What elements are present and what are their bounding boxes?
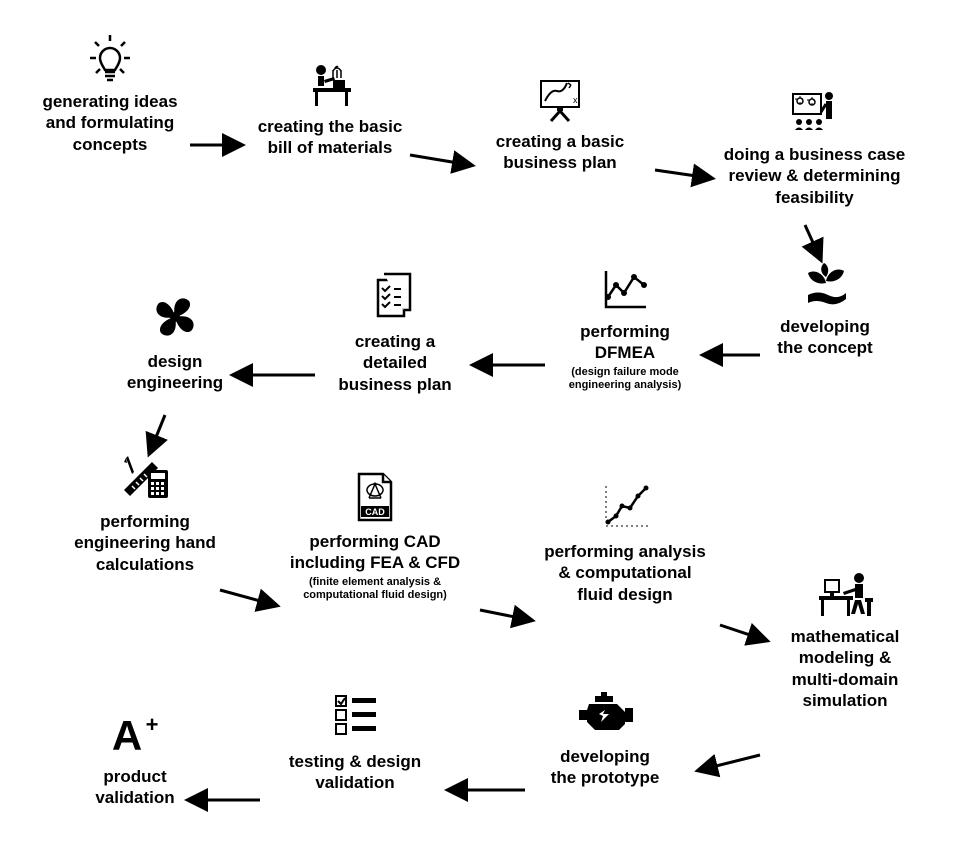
a-plus-icon: A +	[103, 710, 168, 760]
node-label: performing engineering hand calculations	[74, 511, 216, 575]
ruler-calc-icon	[118, 450, 173, 505]
engine-icon	[575, 690, 635, 740]
node-label: testing & design validation	[289, 751, 421, 794]
plant-hand-icon	[798, 255, 853, 310]
node-concept: developing the concept	[760, 255, 890, 359]
svg-text:CAD: CAD	[365, 507, 385, 517]
node-detailed-plan: creating a detailed business plan	[320, 270, 470, 395]
node-hand-calc: performing engineering hand calculations	[55, 450, 235, 575]
node-sublabel: (design failure mode engineering analysi…	[569, 366, 681, 392]
cad-file-icon: CAD	[353, 470, 398, 525]
trend-chart-icon	[598, 480, 653, 535]
checkbox-list-icon	[330, 690, 380, 745]
node-dfmea: performing DFMEA (design failure mode en…	[545, 265, 705, 392]
node-cad: CAD performing CAD including FEA & CFD (…	[270, 470, 480, 602]
node-prototype: developing the prototype	[525, 690, 685, 789]
node-validation: A + product validation	[65, 710, 205, 809]
node-label: performing CAD including FEA & CFD	[290, 531, 460, 574]
node-ideas: generating ideas and formulating concept…	[20, 30, 200, 155]
node-analysis: performing analysis & computational flui…	[530, 480, 720, 605]
lightbulb-icon	[85, 30, 135, 85]
node-label: design engineering	[127, 351, 223, 394]
node-label: product validation	[95, 766, 174, 809]
node-modeling: mathematical modeling & multi-domain sim…	[765, 570, 925, 711]
node-label: developing the concept	[777, 316, 872, 359]
checklist-doc-icon	[370, 270, 420, 325]
node-design-eng: design engineering	[110, 290, 240, 394]
node-label: generating ideas and formulating concept…	[42, 91, 177, 155]
svg-text:x: x	[573, 95, 578, 105]
desk-person-icon	[303, 60, 358, 110]
presentation-people-icon	[787, 88, 842, 138]
node-label: performing DFMEA	[580, 321, 670, 364]
node-label: mathematical modeling & multi-domain sim…	[791, 626, 900, 711]
node-sublabel: (finite element analysis & computational…	[303, 576, 447, 602]
person-desk-right-icon	[815, 570, 875, 620]
node-label: developing the prototype	[551, 746, 660, 789]
node-bizplan: x creating a basic business plan	[470, 75, 650, 174]
node-label: performing analysis & computational flui…	[544, 541, 706, 605]
node-label: creating a detailed business plan	[338, 331, 451, 395]
node-feasibility: doing a business case review & determini…	[712, 88, 917, 208]
node-label: creating a basic business plan	[496, 131, 625, 174]
node-label: doing a business case review & determini…	[724, 144, 905, 208]
node-bom: creating the basic bill of materials	[240, 60, 420, 159]
svg-text:+: +	[145, 712, 158, 737]
line-chart-icon	[598, 265, 653, 315]
node-testing: testing & design validation	[270, 690, 440, 794]
svg-text:A: A	[111, 712, 141, 759]
presentation-graph-icon: x	[533, 75, 588, 125]
fan-icon	[148, 290, 203, 345]
node-label: creating the basic bill of materials	[258, 116, 403, 159]
